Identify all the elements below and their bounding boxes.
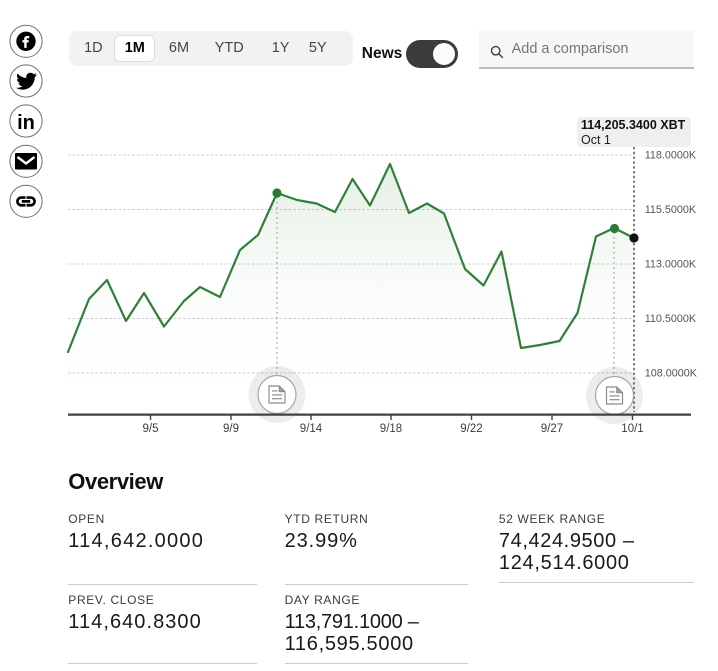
svg-text:110.5000K: 110.5000K bbox=[645, 313, 697, 325]
svg-text:10/1: 10/1 bbox=[621, 423, 643, 435]
svg-text:9/5: 9/5 bbox=[143, 423, 159, 435]
svg-text:in: in bbox=[17, 112, 35, 134]
svg-text:9/9: 9/9 bbox=[223, 423, 239, 435]
svg-text:9/18: 9/18 bbox=[380, 423, 402, 435]
svg-text:118.0000K: 118.0000K bbox=[645, 150, 697, 162]
svg-text:9/22: 9/22 bbox=[460, 423, 482, 435]
svg-text:113.0000K: 113.0000K bbox=[645, 259, 697, 271]
svg-text:108.0000K: 108.0000K bbox=[645, 368, 698, 380]
svg-text:9/27: 9/27 bbox=[541, 423, 563, 435]
svg-text:115.5000K: 115.5000K bbox=[645, 204, 697, 216]
svg-text:9/14: 9/14 bbox=[300, 423, 323, 435]
